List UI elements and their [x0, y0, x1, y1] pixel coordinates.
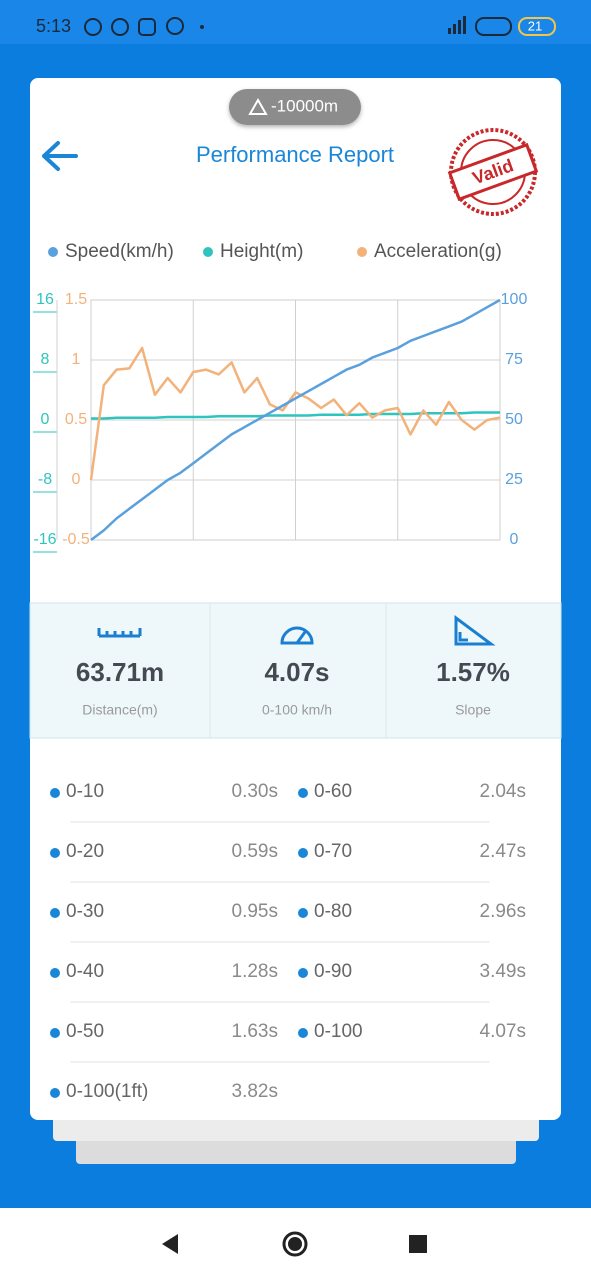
ruler-icon — [97, 628, 142, 638]
y3-tick-label: -0.5 — [62, 531, 90, 548]
status-bar — [0, 0, 591, 44]
time-label: 0-20 — [66, 841, 104, 862]
time-dot — [298, 908, 308, 918]
back-button[interactable] — [42, 141, 78, 171]
y2-tick-label: 0 — [510, 531, 519, 548]
y3-tick-label: 1.5 — [65, 291, 87, 308]
time-value: 0.30s — [232, 781, 278, 802]
nav-home-dot — [288, 1237, 302, 1251]
time-dot — [50, 848, 60, 858]
status-dot — [200, 25, 204, 29]
y-tick-label: -8 — [38, 471, 52, 488]
legend-dot — [48, 247, 58, 257]
y2-tick-label: 50 — [505, 411, 523, 428]
y3-tick-label: 0 — [72, 471, 81, 488]
series-line — [91, 411, 500, 420]
mountain-icon — [248, 97, 268, 115]
card — [30, 78, 561, 1120]
time-label: 0-30 — [66, 901, 104, 922]
time-dot — [298, 848, 308, 858]
time-dot — [298, 788, 308, 798]
y-tick-label: -16 — [33, 531, 56, 548]
time-dot — [298, 1028, 308, 1038]
time-dot — [50, 1088, 60, 1098]
status-time: 5:13 — [36, 16, 71, 36]
time-value: 0.95s — [232, 901, 278, 922]
time-value: 2.47s — [480, 841, 526, 862]
time-label: 0-50 — [66, 1021, 104, 1042]
stat-label: 0-100 km/h — [262, 702, 332, 718]
time-label: 0-90 — [314, 961, 352, 982]
chart: Speed(km/h) Height(m) Acceleration(g) 16 8 0 -… — [33, 241, 528, 553]
y3-tick-label: 1 — [72, 351, 81, 368]
time-dot — [50, 968, 60, 978]
title: Performance Report — [196, 142, 394, 167]
time-value: 4.07s — [480, 1021, 526, 1042]
y-tick-label: 0 — [41, 411, 50, 428]
altitude: -10000m — [271, 96, 338, 115]
stat-label: Slope — [455, 702, 491, 718]
legend-label: Speed(km/h) — [65, 241, 174, 262]
time-label: 0-60 — [314, 781, 352, 802]
legend-label: Acceleration(g) — [374, 241, 502, 262]
y-tick-label: 8 — [41, 351, 50, 368]
nav-home[interactable] — [282, 1231, 308, 1257]
plot-frame — [90, 299, 501, 541]
time-label: 0-70 — [314, 841, 352, 862]
battery-outline — [475, 17, 512, 36]
altitude-pill[interactable] — [229, 89, 361, 125]
stats-panel — [29, 602, 562, 739]
time-value: 2.04s — [480, 781, 526, 802]
legend-dot — [357, 247, 367, 257]
time-dot — [50, 788, 60, 798]
series-line — [90, 298, 501, 542]
y2-tick-label: 25 — [505, 471, 523, 488]
y2-tick-label: 75 — [505, 351, 523, 368]
time-dot — [50, 908, 60, 918]
time-value: 1.28s — [232, 961, 278, 982]
time-label: 0-100(1ft) — [66, 1081, 148, 1102]
stat-value: 4.07s — [264, 657, 329, 687]
y-tick-label: 16 — [36, 291, 54, 308]
time-value: 1.63s — [232, 1021, 278, 1042]
y2-tick-label: 100 — [501, 291, 528, 308]
y3-tick-label: 0.5 — [65, 411, 87, 428]
time-value: 0.59s — [232, 841, 278, 862]
stat-label: Distance(m) — [82, 702, 157, 718]
nav-recents[interactable] — [409, 1235, 427, 1253]
gauge-icon — [280, 626, 314, 645]
time-label: 0-100 — [314, 1021, 363, 1042]
status-icons — [84, 17, 184, 36]
time-label: 0-10 — [66, 781, 104, 802]
time-label: 0-40 — [66, 961, 104, 982]
time-value: 3.49s — [480, 961, 526, 982]
legend-label: Height(m) — [220, 241, 303, 262]
time-dot — [50, 1028, 60, 1038]
time-value: 2.96s — [480, 901, 526, 922]
slope-icon — [454, 615, 496, 646]
battery-level: 21 — [528, 18, 542, 33]
battery — [518, 17, 556, 36]
nav-back[interactable] — [162, 1234, 178, 1254]
time-dot — [298, 968, 308, 978]
time-label: 0-80 — [314, 901, 352, 922]
signal — [448, 16, 466, 34]
time-value: 3.82s — [232, 1081, 278, 1102]
stat-value: 1.57% — [436, 657, 510, 687]
legend-dot — [203, 247, 213, 257]
series-line — [89, 346, 501, 481]
stat-value: 63.71m — [76, 657, 164, 687]
